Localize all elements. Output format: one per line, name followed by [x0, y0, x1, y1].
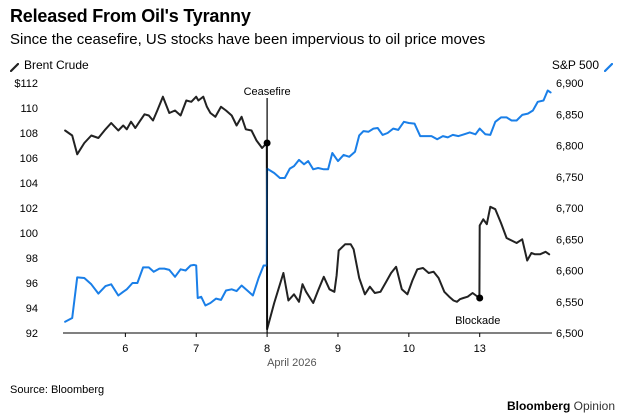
y-right-tick-label: 6,500	[556, 328, 584, 340]
x-tick-label: 13	[474, 343, 486, 355]
ceasefire-label: Ceasefire	[244, 86, 291, 98]
brand-opinion: Opinion	[573, 399, 615, 413]
chart-title: Released From Oil's Tyranny	[10, 6, 251, 26]
y-left-tick-label: 100	[20, 228, 38, 240]
y-right-tick-label: 6,900	[556, 78, 584, 90]
y-right-tick-label: 6,750	[556, 172, 584, 184]
y-right-tick-label: 6,800	[556, 141, 584, 153]
y-right-tick-label: 6,550	[556, 297, 584, 309]
y-left-tick-label: 104	[20, 178, 38, 190]
sp500-line	[64, 89, 552, 323]
y-left-tick-label: 106	[20, 153, 38, 165]
brent-crude-line	[64, 95, 551, 331]
x-tick-label: 7	[193, 343, 199, 355]
brand-logo: Bloomberg Opinion	[507, 399, 615, 413]
y-right-tick-label: 6,850	[556, 109, 584, 121]
blockade-label: Blockade	[455, 315, 500, 327]
brent-swatch-icon	[9, 61, 20, 72]
y-left-tick-label: 96	[26, 278, 38, 290]
legend-sp500: S&P 500	[551, 58, 614, 72]
legend-brent-label: Brent Crude	[24, 58, 89, 72]
sp500-swatch-icon	[603, 61, 614, 72]
source-note: Source: Bloomberg	[10, 384, 105, 396]
y-left-tick-label: 102	[20, 203, 38, 215]
legend-sp500-label: S&P 500	[551, 58, 599, 72]
y-left-tick-label: 108	[20, 128, 38, 140]
x-tick-label: 6	[122, 343, 128, 355]
y-left-tick-label: 110	[20, 103, 38, 115]
y-left-tick-label: 98	[26, 253, 38, 265]
blockade-dot	[476, 294, 484, 302]
y-left-tick-label: 92	[26, 328, 38, 340]
y-left-tick-label: $112	[14, 78, 38, 90]
x-tick-label: 10	[403, 343, 415, 355]
ceasefire-dot	[263, 139, 271, 147]
x-axis-title: April 2026	[267, 357, 317, 369]
chart-subtitle: Since the ceasefire, US stocks have been…	[10, 31, 486, 48]
x-tick-label: 9	[335, 343, 341, 355]
y-right-tick-label: 6,650	[556, 234, 584, 246]
y-right-tick-label: 6,600	[556, 266, 584, 278]
y-right-tick-label: 6,700	[556, 203, 584, 215]
x-tick-label: 8	[264, 343, 270, 355]
brand-bloomberg: Bloomberg	[506, 399, 571, 413]
legend-brent-crude: Brent Crude	[9, 58, 89, 72]
y-left-tick-label: 94	[26, 303, 38, 315]
